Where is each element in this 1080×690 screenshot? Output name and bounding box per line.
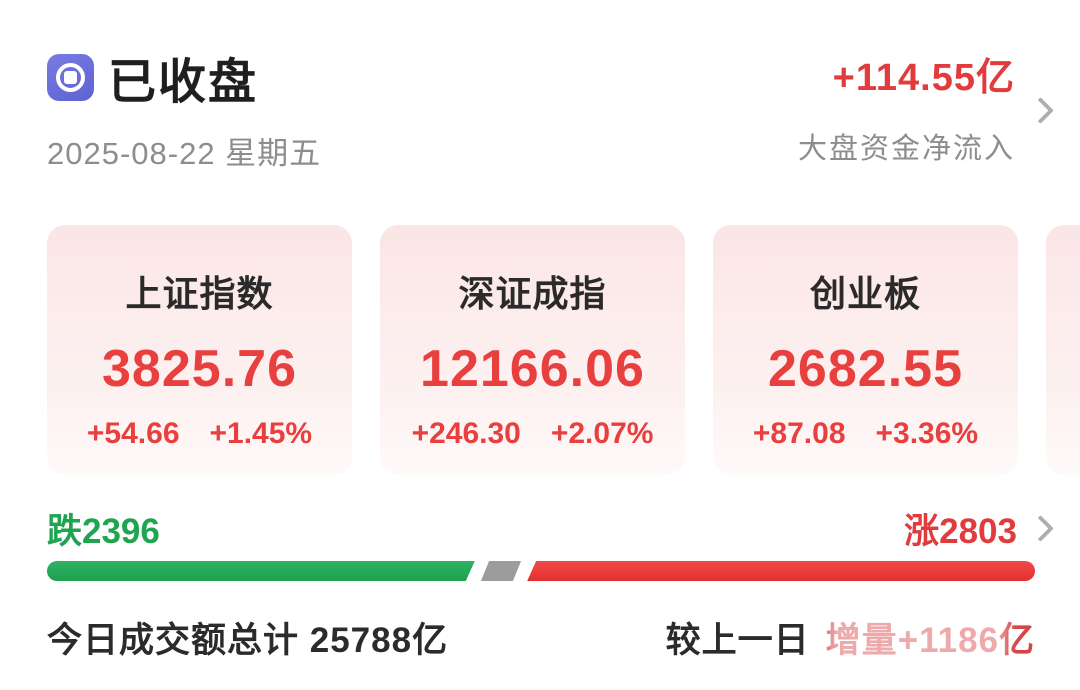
index-change-pct: +2.07% [550,417,654,450]
decliners-count: 跌2396 [47,512,160,551]
turnover-vs-prev: 较上一日 增量+1186亿 [665,606,1035,663]
header: 已收盘 2025-08-22 星期五 +114.55亿 大盘资金净流入 [47,42,1054,173]
index-name: 深证成指 [458,273,607,314]
index-value: 2682.55 [768,340,963,398]
index-card-shenzhen[interactable]: 深证成指 12166.06 +246.30 +2.07% [380,225,685,475]
index-change-pct: +3.36% [875,417,979,450]
icon-ring [56,62,85,92]
net-inflow-value: +114.55亿 [832,57,1015,99]
index-change-row: +246.30 +2.07% [412,417,654,451]
index-change: +246.30 [411,417,521,450]
turnover-total: 今日成交额总计 25788亿 [47,612,448,663]
turnover-total-label: 今日成交额总计 [47,621,300,660]
index-cards-row: 上证指数 3825.76 +54.66 +1.45% 深证成指 12166.06… [47,225,1080,475]
coin-record-icon [47,53,94,101]
index-change-row: +87.08 +3.36% [753,417,978,451]
index-change: +87.08 [752,417,846,450]
index-name: 创业板 [809,273,921,314]
icon-dot [64,70,77,84]
index-card-chinext[interactable]: 创业板 2682.55 +87.08 +3.36% [713,225,1018,475]
index-card-partial[interactable] [1046,225,1080,475]
chevron-right-icon[interactable] [1027,97,1054,124]
turnover-delta-value: 增量+1186亿 [825,621,1035,660]
breadth-bar-advancers-segment [527,561,1035,581]
trade-date: 2025-08-22 星期五 [47,136,322,171]
market-status-title: 已收盘 [108,56,259,109]
net-inflow-link[interactable]: +114.55亿 大盘资金净流入 [798,46,1054,167]
chevron-right-icon[interactable] [1027,515,1054,542]
turnover-total-value: 25788亿 [309,621,449,660]
index-name: 上证指数 [125,273,274,314]
turnover-row: 今日成交额总计 25788亿 较上一日 增量+1186亿 [47,606,1035,663]
advancers-count: 涨2803 [904,512,1017,551]
index-change-row: +54.66 +1.45% [87,417,312,451]
index-change: +54.66 [86,417,180,450]
index-value: 12166.06 [420,340,645,398]
breadth-row: 跌2396 涨2803 [47,503,1054,554]
net-inflow-block: +114.55亿 大盘资金净流入 [798,46,1015,167]
index-value: 3825.76 [102,340,297,398]
index-change-pct: +1.45% [209,417,313,450]
advancers-link[interactable]: 涨2803 [904,503,1054,554]
breadth-bar [47,561,1035,581]
turnover-vs-prev-label: 较上一日 [665,621,810,660]
net-inflow-label: 大盘资金净流入 [797,133,1015,165]
market-status-row: 已收盘 [47,42,321,112]
breadth-bar-decliners-segment [47,561,475,581]
index-card-shanghai[interactable]: 上证指数 3825.76 +54.66 +1.45% [47,225,352,475]
breadth-bar-flat-segment [480,561,521,581]
header-left: 已收盘 2025-08-22 星期五 [47,42,321,173]
